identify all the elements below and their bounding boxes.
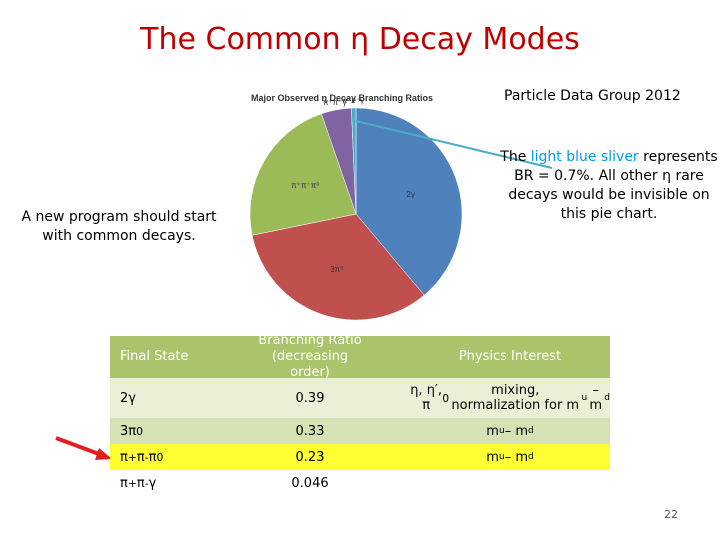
pie-slice <box>355 107 463 296</box>
pie-slice <box>251 213 425 321</box>
row-physics-interest <box>410 470 610 496</box>
row-branching-ratio: 0.046 <box>291 475 329 491</box>
pie-slice <box>351 107 357 215</box>
row-final-state: π + π - π 0 <box>120 449 164 465</box>
slice-label: e⁺e⁻γ <box>343 96 364 105</box>
sliver-note: The light blue sliver represents BR = 0.… <box>500 149 718 222</box>
row-final-state: π + π - γ <box>120 475 157 491</box>
slide-number: 22 <box>664 508 678 521</box>
table-header: Final State Branching Ratio (decreasing … <box>110 333 610 380</box>
header-final-state: Final State <box>120 349 189 364</box>
red-arrow <box>55 436 112 460</box>
table-row: π + π - γ 0.046 <box>110 470 610 496</box>
row-branching-ratio: 0.23 <box>295 449 325 465</box>
slice-label: π⁺π⁻γ <box>323 98 346 107</box>
slice-label: 3π⁰ <box>330 265 343 274</box>
row-final-state: 3π 0 <box>120 423 143 439</box>
slice-label: π⁺π⁻π⁰ <box>291 181 319 190</box>
row-final-state: 2γ <box>120 390 136 406</box>
row-branching-ratio: 0.39 <box>295 390 325 406</box>
slide-title: The Common η Decay Modes <box>140 22 580 57</box>
callout-line <box>355 120 553 169</box>
row-branching-ratio: 0.33 <box>295 423 325 439</box>
header-branching-ratio: Branching Ratio (decreasing order) <box>258 333 362 380</box>
program-note: A new program should start with common d… <box>21 209 217 244</box>
header-physics-interest: Physics Interest <box>458 349 562 364</box>
source-label: Particle Data Group 2012 <box>504 88 681 104</box>
chart-title: Major Observed η Decay Branching Ratios <box>251 93 433 103</box>
slice-label: 2γ <box>407 190 415 199</box>
highlight-text: light blue sliver <box>530 149 639 165</box>
pie-slice <box>249 113 357 236</box>
